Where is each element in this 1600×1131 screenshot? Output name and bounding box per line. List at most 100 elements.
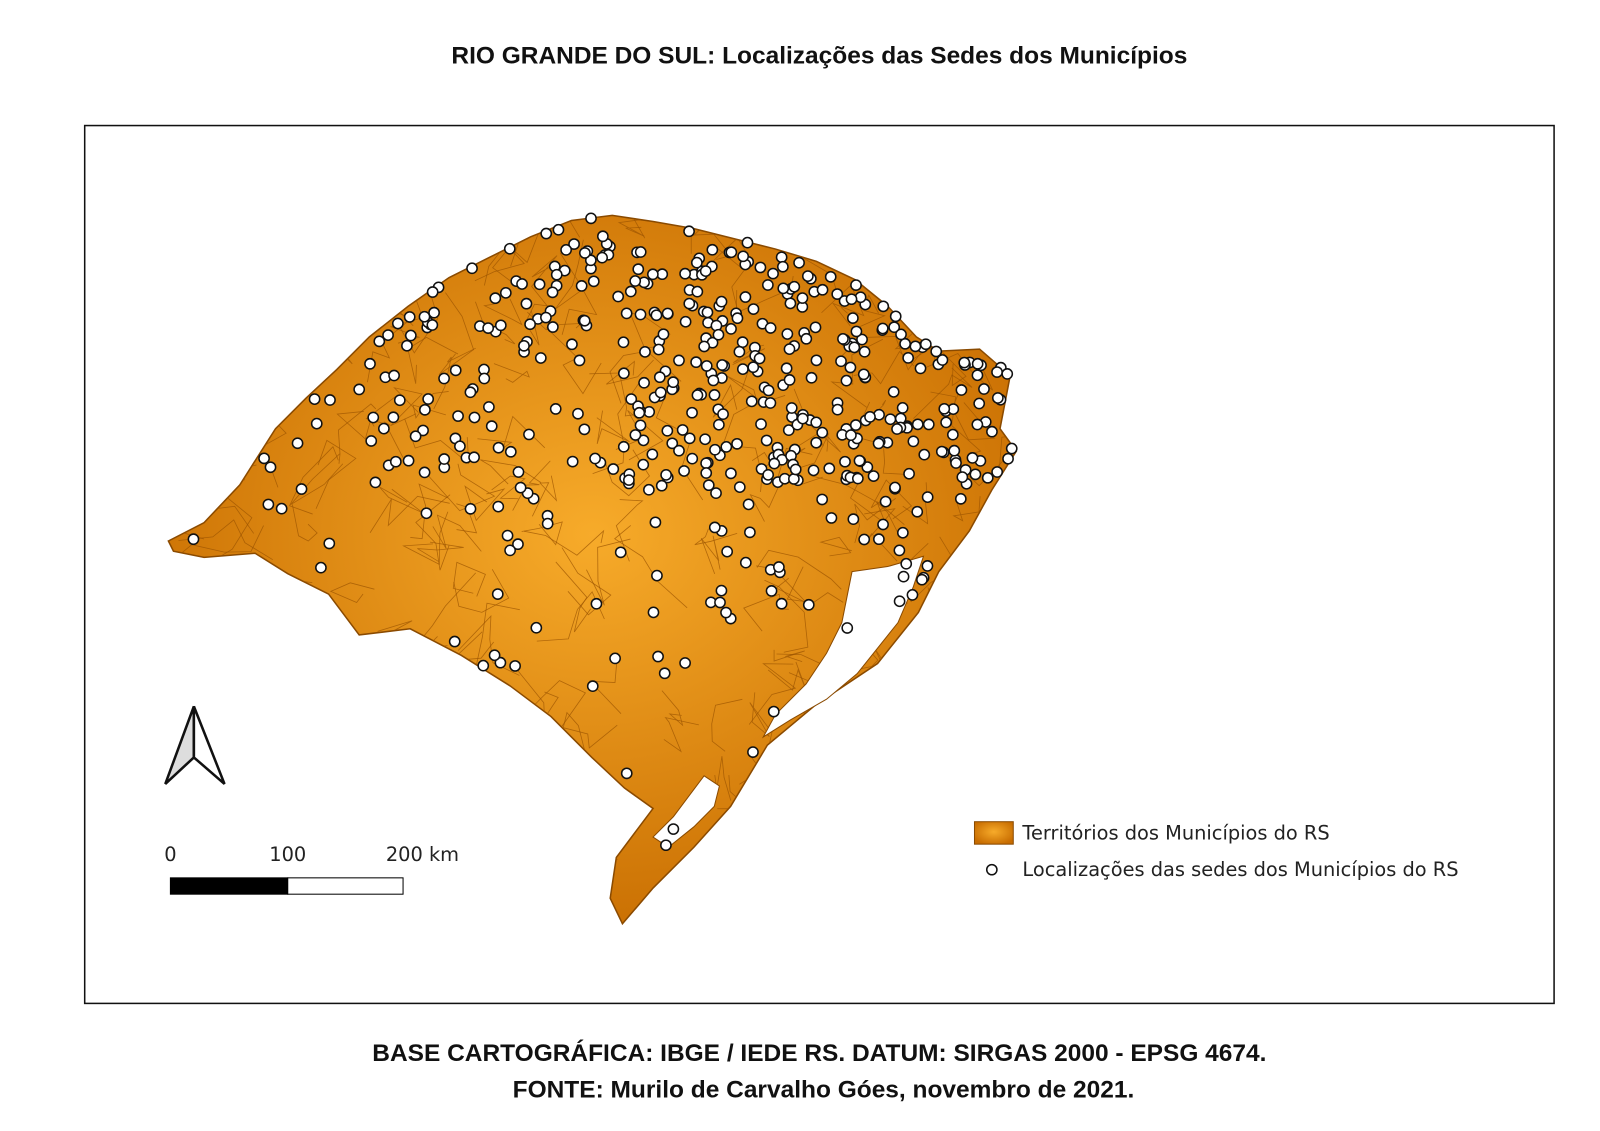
municipal-seat xyxy=(971,357,984,370)
municipal-seat xyxy=(744,526,756,539)
municipal-seat xyxy=(761,279,774,291)
municipal-seat xyxy=(725,467,737,480)
municipal-boundary xyxy=(756,549,842,590)
municipal-seat xyxy=(775,597,788,610)
municipal-seat xyxy=(617,336,630,349)
municipal-seat xyxy=(389,455,402,468)
municipal-boundary xyxy=(171,351,237,383)
municipal-seat xyxy=(673,444,685,457)
municipal-boundary xyxy=(286,812,348,837)
municipal-boundary xyxy=(379,486,424,514)
municipal-seat xyxy=(824,270,837,283)
municipal-seat xyxy=(387,411,400,424)
municipal-boundary xyxy=(224,890,260,924)
municipal-seat xyxy=(658,667,671,680)
municipal-seat xyxy=(739,291,752,303)
municipal-boundary xyxy=(753,798,776,867)
municipal-seat xyxy=(805,371,818,384)
municipal-seat xyxy=(585,212,597,225)
municipal-seat xyxy=(776,260,789,273)
municipal-seat xyxy=(590,597,603,610)
municipal-boundary xyxy=(854,498,896,544)
municipal-boundary xyxy=(203,440,257,473)
municipal-seat xyxy=(717,408,729,420)
municipal-seat xyxy=(382,329,394,341)
municipal-seat xyxy=(1001,368,1014,380)
municipal-seat xyxy=(488,649,501,662)
municipal-boundary xyxy=(429,686,465,738)
municipal-seat xyxy=(707,374,720,387)
municipal-seat xyxy=(587,275,600,288)
municipal-seat xyxy=(810,354,823,367)
legend-swatch xyxy=(973,821,1014,845)
municipal-boundary xyxy=(358,771,407,807)
municipal-seat xyxy=(651,569,663,582)
north-arrow-right xyxy=(192,705,226,785)
municipal-boundary xyxy=(843,837,929,896)
municipal-seat xyxy=(679,267,691,280)
municipal-boundary xyxy=(260,215,309,228)
municipal-boundary xyxy=(246,717,289,744)
municipal-seat xyxy=(492,441,505,454)
municipal-seat xyxy=(725,246,738,259)
municipal-seat xyxy=(691,285,704,298)
municipal-seat xyxy=(823,462,836,475)
municipal-seat xyxy=(783,343,796,355)
municipal-seat xyxy=(916,573,928,586)
municipal-boundary xyxy=(969,605,1017,679)
municipal-boundary xyxy=(925,670,969,706)
municipal-seat xyxy=(649,516,662,529)
municipal-seat xyxy=(617,440,630,453)
municipal-seat xyxy=(725,323,737,335)
municipal-seat xyxy=(876,322,889,335)
municipal-seat xyxy=(483,401,495,413)
municipal-boundary xyxy=(582,791,623,861)
municipal-boundary xyxy=(220,585,291,617)
municipal-boundary xyxy=(168,512,204,540)
municipal-seat xyxy=(896,526,909,539)
municipal-seat xyxy=(973,397,986,410)
municipal-seat xyxy=(802,598,815,611)
municipal-boundary xyxy=(946,215,996,265)
municipal-boundary xyxy=(545,327,602,395)
municipal-boundary xyxy=(887,657,990,673)
municipal-seat xyxy=(275,502,288,515)
municipal-seat xyxy=(504,445,517,458)
municipal-seat xyxy=(652,650,664,663)
municipal-seat xyxy=(404,329,417,342)
municipal-seat xyxy=(889,310,902,323)
municipal-boundary xyxy=(378,754,429,782)
north-arrow-left xyxy=(164,705,196,785)
municipal-seat xyxy=(503,242,516,255)
municipal-boundary xyxy=(773,649,805,663)
municipal-seat xyxy=(807,464,820,477)
municipal-boundary xyxy=(908,655,941,678)
municipal-seat xyxy=(893,595,906,608)
municipal-seat xyxy=(673,354,685,367)
municipal-boundary xyxy=(836,872,885,924)
municipal-boundary xyxy=(491,475,526,500)
municipal-boundary xyxy=(289,446,339,515)
municipal-seat xyxy=(566,338,578,351)
municipal-seat xyxy=(780,362,793,375)
municipal-seat xyxy=(969,468,982,481)
municipal-seat xyxy=(715,295,728,308)
municipal-seat xyxy=(958,356,971,369)
municipal-seat xyxy=(652,343,665,356)
municipal-seat xyxy=(978,383,990,395)
municipal-seat xyxy=(777,282,790,295)
municipal-seat xyxy=(877,518,889,531)
municipal-seat xyxy=(403,311,416,323)
municipal-seat xyxy=(747,303,760,315)
municipal-seat xyxy=(986,425,998,438)
municipal-boundary xyxy=(453,569,510,613)
municipal-boundary xyxy=(561,547,612,616)
municipal-boundary xyxy=(901,680,929,742)
municipal-seat xyxy=(930,345,943,358)
municipal-boundary xyxy=(175,350,207,391)
municipal-seat xyxy=(896,402,909,414)
municipal-boundary xyxy=(315,439,357,509)
municipal-seat xyxy=(499,286,512,299)
municipal-seat xyxy=(541,517,554,530)
municipal-seat xyxy=(955,384,968,396)
